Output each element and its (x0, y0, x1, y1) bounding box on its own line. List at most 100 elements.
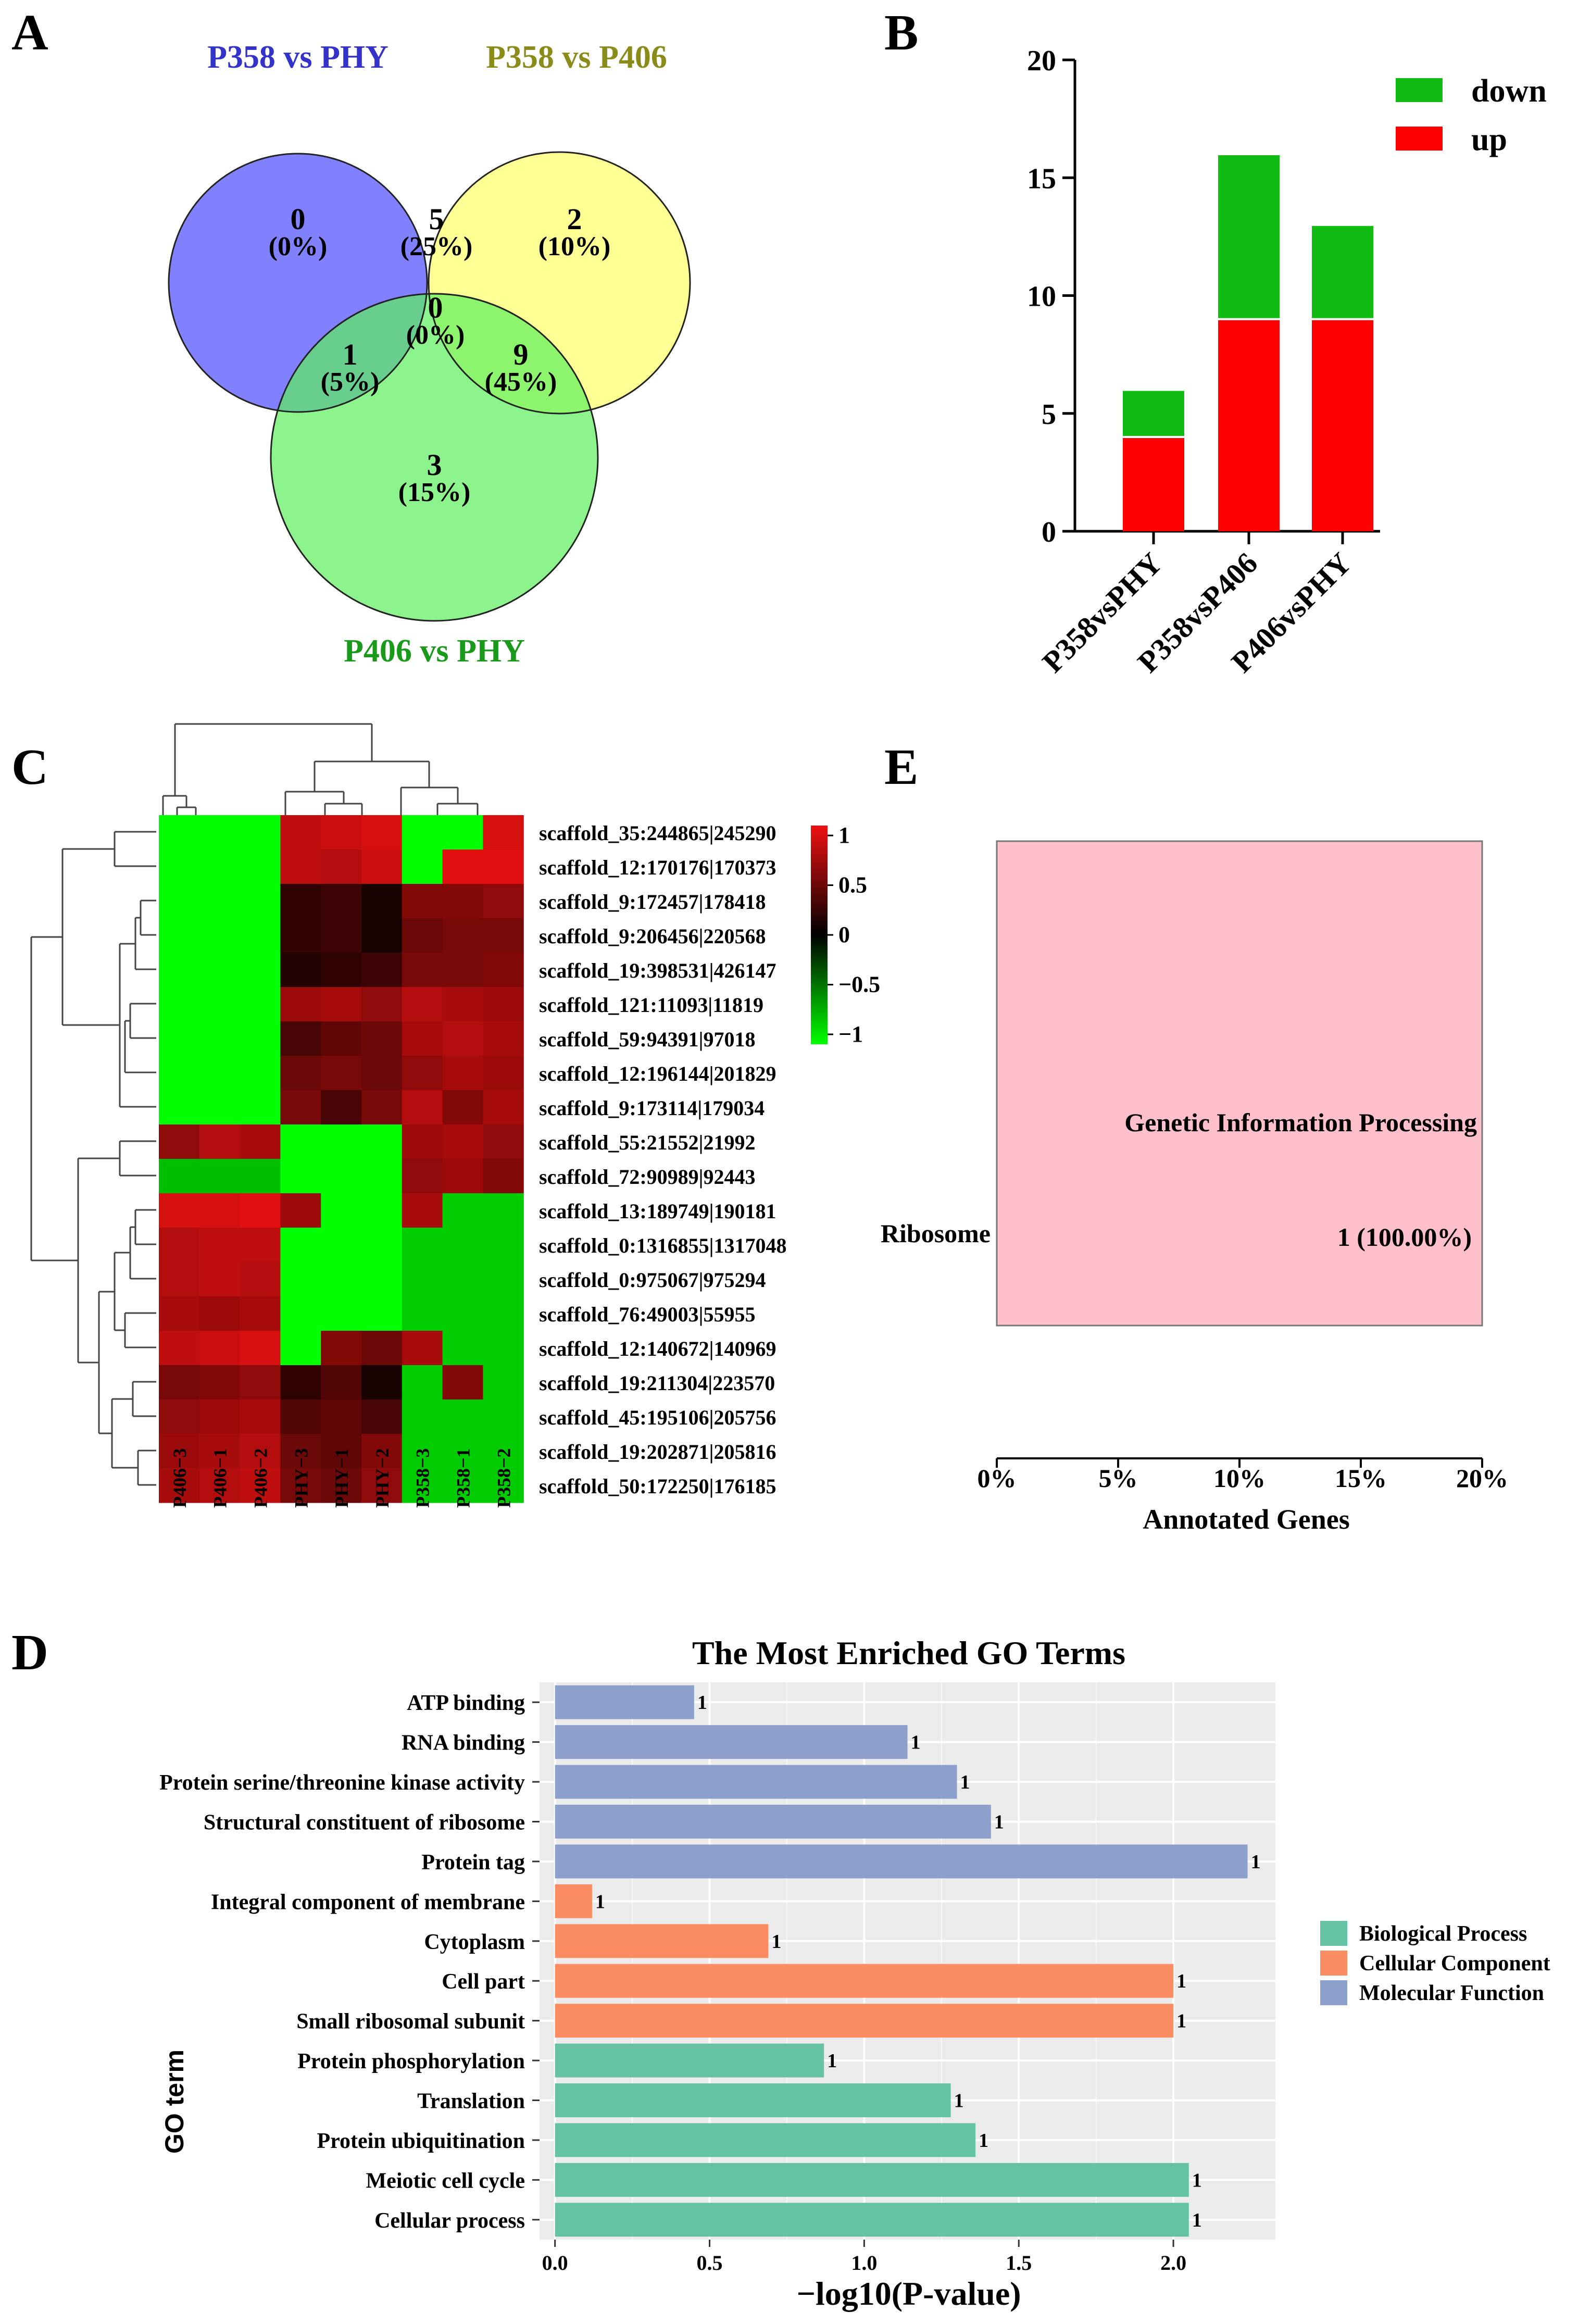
heatmap-cell (442, 987, 483, 1022)
heatmap-cell (199, 918, 241, 953)
heatmap-cell (442, 1159, 483, 1194)
go-bar (555, 2163, 1189, 2197)
heatmap-cell (240, 953, 281, 988)
go-term-label: Protein ubiquitination (317, 2129, 525, 2153)
heatmap-cell (402, 1056, 443, 1091)
venn-count-a-b: 5 (429, 202, 444, 236)
venn-count-only-c: 3 (427, 448, 442, 482)
heatmap-column-label: PHY−1 (331, 1448, 352, 1508)
venn-pct-a-b: (25%) (400, 232, 473, 261)
heatmap-cell (321, 1434, 362, 1469)
heatmap-cell (321, 1296, 362, 1331)
heatmap-key-tick-label: 1 (838, 822, 850, 848)
heatmap-cell (280, 987, 321, 1022)
kegg-x-axis-title: Annotated Genes (1143, 1504, 1350, 1535)
heatmap-cell (280, 1193, 321, 1228)
go-x-tick-label: 0.0 (542, 2251, 568, 2275)
heatmap-cell (442, 1228, 483, 1263)
heatmap-cell (483, 1262, 524, 1297)
heatmap-cell (361, 1296, 403, 1331)
heatmap-cell (442, 1090, 483, 1125)
heatmap-cell (159, 1228, 200, 1263)
heatmap-column-label: P358−3 (412, 1448, 433, 1508)
heatmap-cell (159, 1400, 200, 1434)
heatmap-column-label: PHY−3 (291, 1448, 311, 1508)
heatmap-cell (280, 1296, 321, 1331)
heatmap-cell (240, 987, 281, 1022)
heatmap-cell (159, 884, 200, 919)
heatmap-cell (442, 1331, 483, 1366)
heatmap-cell (402, 815, 443, 850)
heatmap-row-label: scaffold_13:189749|190181 (539, 1200, 776, 1223)
go-bar (555, 2203, 1189, 2237)
heatmap-cell (240, 1434, 281, 1469)
venn-count-only-a: 0 (291, 202, 306, 236)
heatmap-cell (240, 1468, 281, 1503)
go-x-axis-title: −log10(P-value) (796, 2275, 1021, 2312)
heatmap-cell (240, 1159, 281, 1194)
heatmap-cell (159, 1434, 200, 1469)
go-term-label: Cytoplasm (424, 1930, 525, 1954)
b-y-tick-label: 20 (1027, 45, 1056, 77)
go-term-label: Cell part (442, 1970, 525, 1994)
go-term-label: Protein serine/threonine kinase activity (159, 1771, 525, 1795)
kegg-x-tick-label: 10% (1213, 1464, 1266, 1493)
heatmap-cell (159, 849, 200, 884)
heatmap-row-label: scaffold_72:90989|92443 (539, 1165, 755, 1189)
heatmap-cell (280, 953, 321, 988)
heatmap-cell (159, 1468, 200, 1503)
heatmap-cell (483, 1296, 524, 1331)
heatmap-cell (483, 815, 524, 850)
heatmap-row-label: scaffold_55:21552|21992 (539, 1131, 755, 1154)
venn-set-label-p358-vs-p406: P358 vs P406 (486, 40, 667, 75)
heatmap-cell (280, 1090, 321, 1125)
heatmap-cell (361, 1400, 403, 1434)
heatmap-cell (321, 1331, 362, 1366)
heatmap-cell (321, 953, 362, 988)
heatmap-cell (280, 1124, 321, 1159)
go-legend-label-cc: Cellular Component (1359, 1952, 1550, 1976)
heatmap-cell (483, 1468, 524, 1503)
go-bar-value-label: 1 (1176, 1970, 1186, 1992)
heatmap-cell (199, 1228, 241, 1263)
b-bar-down (1312, 224, 1373, 319)
heatmap-cell (240, 1400, 281, 1434)
kegg-bar-ribosome (996, 840, 1483, 1327)
heatmap-cell (483, 849, 524, 884)
heatmap-cell (280, 1228, 321, 1263)
venn-pct-only-a: (0%) (269, 232, 328, 261)
heatmap-cell (321, 849, 362, 884)
go-term-label: Small ribosomal subunit (296, 2010, 525, 2034)
heatmap-cell (199, 815, 241, 850)
go-bar-value-label: 1 (1192, 2209, 1202, 2231)
go-bar-value-label: 1 (827, 2050, 837, 2072)
heatmap-cell (483, 1400, 524, 1434)
heatmap-cell (361, 1159, 403, 1194)
heatmap-cell (159, 1262, 200, 1297)
venn-circle-p406-vs-phy (271, 294, 598, 621)
go-bar-value-label: 1 (1192, 2169, 1202, 2191)
heatmap-column-dendrogram (162, 723, 479, 815)
b-legend-swatch-down (1396, 78, 1443, 102)
heatmap-cell (240, 918, 281, 953)
go-legend-swatch-cc (1320, 1951, 1347, 1976)
heatmap-row-label: scaffold_19:202871|205816 (539, 1440, 776, 1464)
go-legend-swatch-mf (1320, 1980, 1347, 2005)
heatmap-cell (402, 1124, 443, 1159)
heatmap-cell (240, 1090, 281, 1125)
kegg-x-tick-label: 5% (1099, 1464, 1138, 1493)
go-x-tick-label: 1.5 (1006, 2251, 1032, 2275)
heatmap-cell (442, 1056, 483, 1091)
heatmap-cell (402, 1159, 443, 1194)
heatmap-column-label: PHY−2 (372, 1448, 393, 1508)
heatmap-cell (240, 815, 281, 850)
venn-count-a-b-c: 0 (428, 291, 443, 324)
heatmap-cell (280, 918, 321, 953)
heatmap-cell (240, 1021, 281, 1056)
go-term-label: Cellular process (374, 2209, 525, 2233)
heatmap-cell (240, 1365, 281, 1400)
panel-label-c: C (11, 739, 48, 795)
go-term-label: Protein tag (421, 1851, 525, 1875)
heatmap-key-tick-label: 0 (838, 922, 850, 947)
heatmap-row-label: scaffold_9:172457|178418 (539, 890, 766, 914)
